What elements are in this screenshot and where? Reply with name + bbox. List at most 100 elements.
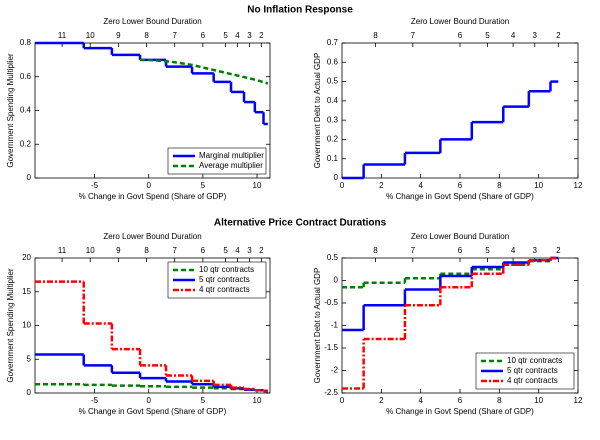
y-tick-label: -2: [331, 366, 339, 375]
x2-tick-label: 3: [533, 31, 538, 40]
y-axis-label: Government Spending Multiplier: [6, 53, 15, 168]
y-tick-label: 0: [334, 173, 339, 182]
x-tick-label: 0: [146, 181, 151, 190]
y-tick-label: 0: [27, 388, 32, 397]
x2-tick-label: 6: [458, 31, 463, 40]
y-tick-label: 0.6: [327, 57, 339, 66]
x-tick-label: 2: [379, 396, 384, 405]
legend-label: 10 qtr contracts: [199, 265, 254, 274]
y-tick-label: 0: [27, 173, 32, 182]
y-tick-label: 0.1: [327, 154, 339, 163]
y-tick-label: 10: [22, 321, 31, 330]
x2-axis-label: Zero Lower Bound Duration: [103, 17, 201, 26]
series-line: [140, 58, 269, 85]
y-tick-label: 20: [22, 253, 31, 262]
y-tick-label: 0.2: [327, 135, 339, 144]
x2-tick-label: 4: [511, 246, 516, 255]
x-tick-label: 12: [574, 396, 583, 405]
y-tick-label: 0.7: [327, 38, 339, 47]
x2-tick-label: 2: [259, 31, 264, 40]
x-tick-label: -5: [91, 396, 99, 405]
x2-axis-label: Zero Lower Bound Duration: [103, 232, 201, 241]
x-tick-label: 10: [253, 396, 262, 405]
y-axis-label: Government Debt to Actual GDP: [313, 53, 322, 169]
plot-area: [341, 42, 579, 179]
x-axis-label: % Change in Govt Spend (Share of GDP): [386, 192, 534, 201]
x2-tick-label: 8: [144, 31, 149, 40]
x-tick-label: 10: [534, 181, 543, 190]
y-tick-label: 0.4: [327, 96, 339, 105]
section-heading: No Inflation Response: [247, 5, 353, 16]
x2-tick-label: 11: [58, 31, 67, 40]
x2-tick-label: 2: [556, 246, 561, 255]
y-tick-label: 5: [27, 354, 32, 363]
x-tick-label: 0: [146, 396, 151, 405]
x2-tick-label: 7: [172, 246, 177, 255]
y-tick-label: 0: [334, 276, 339, 285]
x-tick-label: 10: [253, 181, 262, 190]
legend-label: Marginal multiplier: [199, 151, 264, 160]
x-tick-label: 6: [458, 396, 463, 405]
y-tick-label: 0.2: [20, 139, 32, 148]
x2-tick-label: 3: [533, 246, 538, 255]
legend-label: 5 qtr contracts: [507, 366, 558, 375]
y-tick-label: 0.5: [327, 253, 339, 262]
legend-label: Average multiplier: [199, 161, 263, 170]
x2-tick-label: 6: [201, 246, 206, 255]
x-tick-label: 5: [201, 181, 206, 190]
x2-tick-label: 8: [373, 246, 378, 255]
x2-axis-label: Zero Lower Bound Duration: [411, 232, 509, 241]
x2-tick-label: 11: [58, 246, 67, 255]
x-tick-label: 5: [201, 396, 206, 405]
x-axis-label: % Change in Govt Spend (Share of GDP): [79, 192, 227, 201]
x2-tick-label: 9: [116, 31, 121, 40]
legend-label: 4 qtr contracts: [507, 376, 558, 385]
x-tick-label: 8: [497, 396, 502, 405]
x2-tick-label: 10: [86, 246, 95, 255]
x2-tick-label: 10: [86, 31, 95, 40]
y-tick-label: 0.3: [327, 115, 339, 124]
legend-label: 5 qtr contracts: [199, 275, 250, 284]
x2-tick-label: 6: [201, 31, 206, 40]
x-tick-label: 12: [574, 181, 583, 190]
legend-label: 4 qtr contracts: [199, 285, 250, 294]
y-tick-label: 0.4: [20, 106, 32, 115]
y-tick-label: 0.8: [20, 38, 32, 47]
x-tick-label: 0: [340, 396, 345, 405]
x-tick-label: 6: [458, 181, 463, 190]
x-tick-label: 8: [497, 181, 502, 190]
x2-tick-label: 5: [223, 246, 228, 255]
x2-tick-label: 4: [235, 31, 240, 40]
x-tick-label: 4: [418, 181, 423, 190]
x2-tick-label: 4: [235, 246, 240, 255]
x-tick-label: 2: [379, 181, 384, 190]
y-axis-label: Government Spending Multiplier: [6, 268, 15, 383]
x-tick-label: 4: [418, 396, 423, 405]
x2-tick-label: 5: [223, 31, 228, 40]
x-axis-label: % Change in Govt Spend (Share of GDP): [386, 407, 534, 416]
y-tick-label: 15: [22, 287, 31, 296]
x2-tick-label: 7: [411, 31, 416, 40]
x2-tick-label: 7: [411, 246, 416, 255]
x2-tick-label: 7: [172, 31, 177, 40]
x2-tick-label: 3: [247, 31, 252, 40]
y-tick-label: -0.5: [324, 298, 338, 307]
x2-tick-label: 4: [511, 31, 516, 40]
x2-tick-label: 2: [556, 31, 561, 40]
x2-tick-label: 9: [116, 246, 121, 255]
x-axis-label: % Change in Govt Spend (Share of GDP): [79, 407, 227, 416]
x2-tick-label: 5: [485, 31, 490, 40]
legend-label: 10 qtr contracts: [507, 356, 562, 365]
y-tick-label: -1.5: [324, 343, 338, 352]
x2-tick-label: 6: [458, 246, 463, 255]
x2-tick-label: 2: [259, 246, 264, 255]
x-tick-label: 0: [340, 181, 345, 190]
legend: [167, 147, 267, 175]
x2-axis-label: Zero Lower Bound Duration: [411, 17, 509, 26]
y-axis-label: Government Debt to Actual GDP: [313, 268, 322, 384]
x-tick-label: -5: [91, 181, 99, 190]
y-tick-label: -2.5: [324, 388, 338, 397]
y-tick-label: 0.5: [327, 77, 339, 86]
